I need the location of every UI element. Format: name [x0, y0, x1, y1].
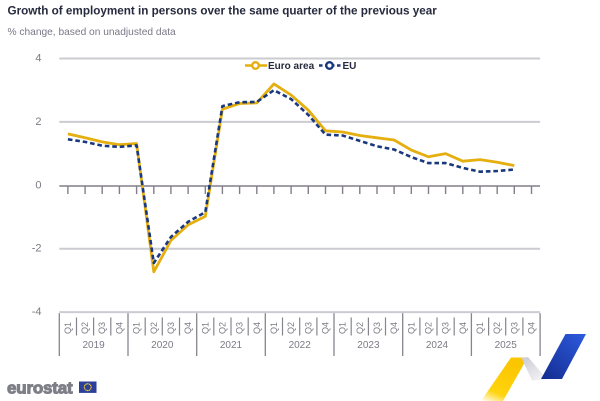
svg-text:Euro area: Euro area [268, 61, 315, 72]
svg-text:Q4: Q4 [114, 322, 124, 334]
svg-text:Q4: Q4 [252, 322, 262, 334]
svg-text:2020: 2020 [151, 340, 174, 351]
svg-text:% change, based on unadjusted: % change, based on unadjusted data [8, 27, 177, 38]
svg-text:Q4: Q4 [389, 322, 399, 334]
svg-text:Q2: Q2 [355, 322, 365, 334]
svg-text:2022: 2022 [289, 340, 312, 351]
svg-text:Q4: Q4 [458, 322, 468, 334]
svg-text:Q1: Q1 [475, 322, 485, 334]
svg-text:Q3: Q3 [235, 322, 245, 334]
svg-text:Q3: Q3 [509, 322, 519, 334]
svg-text:eurostat: eurostat [7, 379, 73, 398]
svg-text:4: 4 [35, 53, 41, 65]
svg-text:Q2: Q2 [149, 322, 159, 334]
svg-text:-2: -2 [32, 243, 42, 255]
svg-text:Q1: Q1 [200, 322, 210, 334]
svg-text:Q2: Q2 [492, 322, 502, 334]
svg-text:2023: 2023 [357, 340, 380, 351]
svg-text:Q3: Q3 [166, 322, 176, 334]
svg-text:2024: 2024 [426, 340, 449, 351]
svg-text:Q4: Q4 [321, 322, 331, 334]
svg-text:0: 0 [35, 179, 41, 191]
svg-text:2025: 2025 [495, 340, 518, 351]
svg-text:2: 2 [35, 116, 41, 128]
svg-text:Q3: Q3 [97, 322, 107, 334]
svg-text:Q2: Q2 [80, 322, 90, 334]
svg-text:-4: -4 [32, 306, 42, 318]
svg-text:Q2: Q2 [286, 322, 296, 334]
svg-text:Q1: Q1 [132, 322, 142, 334]
svg-text:Growth of employment in person: Growth of employment in persons over the… [8, 5, 438, 18]
svg-text:Q1: Q1 [269, 322, 279, 334]
svg-text:Q4: Q4 [527, 322, 537, 334]
svg-text:Q1: Q1 [338, 322, 348, 334]
svg-text:Q4: Q4 [183, 322, 193, 334]
svg-text:2021: 2021 [220, 340, 243, 351]
svg-text:Q3: Q3 [372, 322, 382, 334]
svg-text:Q1: Q1 [406, 322, 416, 334]
svg-text:EU: EU [343, 61, 357, 72]
svg-text:Q3: Q3 [441, 322, 451, 334]
svg-text:2019: 2019 [82, 340, 105, 351]
svg-text:Q2: Q2 [217, 322, 227, 334]
svg-text:Q3: Q3 [303, 322, 313, 334]
svg-text:Q1: Q1 [63, 322, 73, 334]
svg-text:Q2: Q2 [424, 322, 434, 334]
